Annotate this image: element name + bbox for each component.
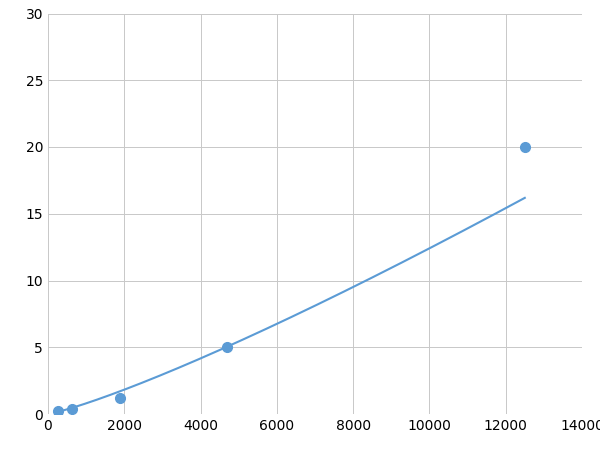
- Point: [222, 344, 232, 351]
- Point: [67, 405, 77, 412]
- Point: [53, 408, 62, 415]
- Point: [115, 394, 124, 401]
- Point: [520, 144, 530, 151]
